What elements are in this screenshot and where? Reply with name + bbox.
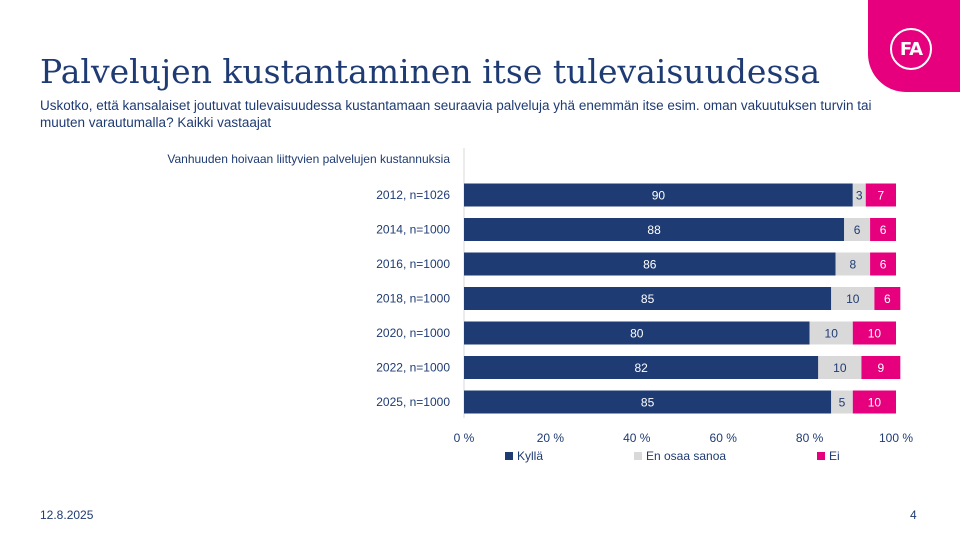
bar-segment [464, 321, 810, 345]
bar-segment [835, 252, 871, 276]
data-label: 85 [641, 292, 655, 306]
brand-logo: FA [868, 0, 960, 92]
bar-segment [852, 321, 896, 345]
bar-segment [870, 252, 896, 276]
data-label: 90 [652, 189, 666, 203]
data-label: 5 [839, 396, 846, 410]
category-label: 2014, n=1000 [376, 223, 450, 237]
bar-segment [818, 356, 862, 379]
bar-segment [852, 183, 866, 207]
group-label: Vanhuuden hoivaan liittyvien palvelujen … [167, 152, 450, 166]
category-label: 2016, n=1000 [376, 257, 450, 271]
legend-label: Kyllä [517, 449, 543, 463]
category-label: 2018, n=1000 [376, 292, 450, 306]
bar-segment [844, 218, 871, 241]
x-tick-label: 100 % [879, 431, 913, 445]
data-label: 10 [846, 292, 860, 306]
bar-segment [874, 287, 901, 310]
bar-segment [809, 321, 853, 345]
data-label: 85 [641, 396, 655, 410]
bar-segment [464, 218, 845, 241]
data-label: 10 [825, 327, 839, 341]
x-tick-label: 60 % [710, 431, 738, 445]
data-label: 9 [878, 361, 885, 375]
bar-segment [464, 183, 853, 207]
bar-segment [464, 390, 832, 414]
legend-swatch [817, 452, 825, 460]
bar-segment [852, 390, 896, 414]
bar-segment [464, 356, 819, 379]
data-label: 7 [878, 189, 885, 203]
bar-segment [861, 356, 901, 379]
category-label: 2025, n=1000 [376, 395, 450, 409]
x-tick-label: 20 % [537, 431, 565, 445]
x-tick-label: 0 % [454, 431, 475, 445]
data-label: 6 [880, 258, 887, 272]
data-label: 8 [849, 258, 856, 272]
data-label: 6 [884, 292, 891, 306]
data-label: 10 [868, 327, 882, 341]
legend-swatch [634, 452, 642, 460]
data-label: 80 [630, 327, 644, 341]
data-label: 6 [880, 223, 887, 237]
bar-segment [870, 218, 896, 241]
legend-label: En osaa sanoa [646, 449, 726, 463]
page-subtitle: Uskotko, että kansalaiset joutuvat tulev… [40, 98, 872, 130]
bar-segment [831, 390, 853, 414]
fa-logo-icon: FA [890, 28, 932, 70]
bar-segment [831, 287, 875, 310]
bar-segment [464, 252, 836, 276]
data-label: 10 [868, 396, 882, 410]
category-label: 2012, n=1026 [376, 188, 450, 202]
category-label: 2020, n=1000 [376, 326, 450, 340]
category-label: 2022, n=1000 [376, 361, 450, 375]
data-label: 82 [634, 361, 648, 375]
data-label: 10 [833, 361, 847, 375]
data-label: 86 [643, 258, 657, 272]
data-label: 6 [854, 223, 861, 237]
x-tick-label: 80 % [796, 431, 824, 445]
legend-swatch [505, 452, 513, 460]
page-number: 4 [910, 508, 917, 522]
data-label: 3 [856, 189, 863, 203]
legend-label: Ei [829, 449, 840, 463]
bar-segment [865, 183, 896, 207]
footer-date: 12.8.2025 [40, 508, 94, 522]
page-title: Palvelujen kustantaminen itse tulevaisuu… [40, 52, 820, 91]
data-label: 88 [647, 223, 661, 237]
x-tick-label: 40 % [623, 431, 651, 445]
bar-segment [464, 287, 832, 310]
